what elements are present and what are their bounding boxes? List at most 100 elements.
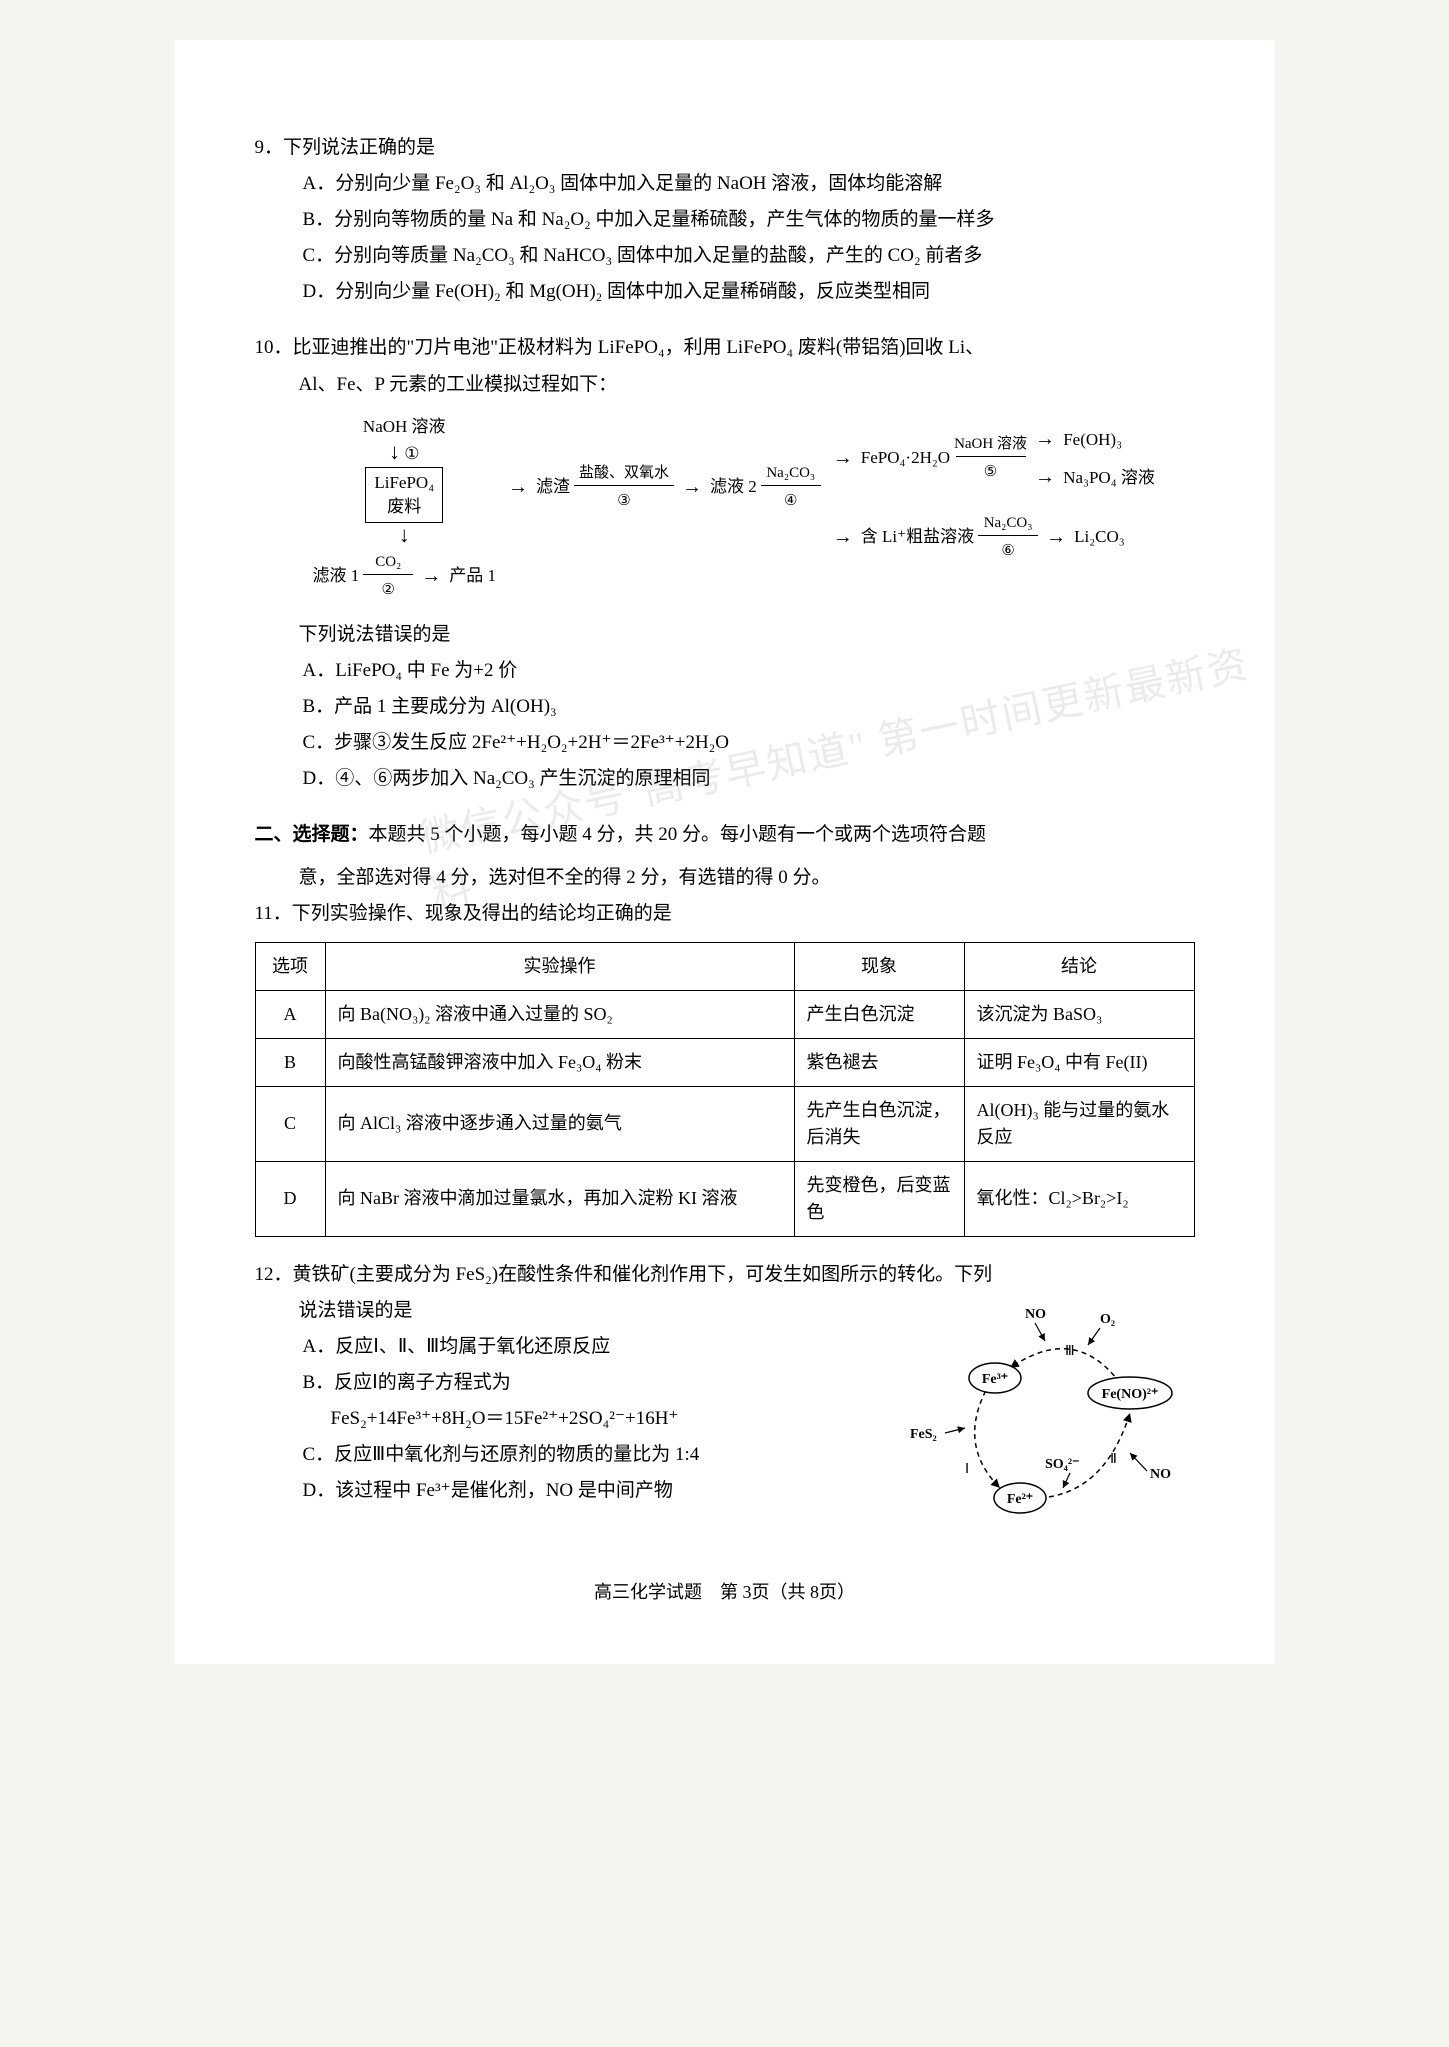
fc-waste-l1: LiFePO₄ <box>374 473 434 492</box>
fc-c5: ⑤ <box>984 464 997 480</box>
fc-c3: ③ <box>617 493 630 509</box>
cell: 向 NaBr 溶液中滴加过量氯水，再加入淀粉 KI 溶液 <box>325 1161 794 1236</box>
fc-step3-top: 盐酸、双氧水 <box>579 461 669 485</box>
q11-num: 11． <box>255 903 292 924</box>
q10-stem-2: Al、Fe、P 元素的工业模拟过程如下： <box>299 374 618 395</box>
right-arrow-icon: → <box>504 471 532 503</box>
fc-fepo4: FePO₄·2H₂O <box>861 444 950 471</box>
cell: D <box>255 1161 325 1236</box>
question-10: 10．比亚迪推出的"刀片电池"正极材料为 LiFePO₄，利用 LiFePO₄ … <box>255 330 1195 797</box>
down-arrow-icon: ↓ <box>389 439 400 464</box>
fc-waste-l2: 废料 <box>387 497 421 516</box>
q10-opt-b: B．产品 1 主要成分为 Al(OH)₃ <box>303 689 1195 725</box>
fc-liq2: 滤液 2 <box>710 473 757 500</box>
svg-text:Ⅱ: Ⅱ <box>1110 1452 1117 1467</box>
cell: A <box>255 990 325 1038</box>
q9-opt-b: B．分别向等物质的量 Na 和 Na₂O₂ 中加入足量稀硫酸，产生气体的物质的量… <box>303 202 1195 238</box>
right-arrow-icon: → <box>1031 428 1059 450</box>
fc-na2co3: Na₂CO₃ <box>766 461 815 485</box>
q9-opt-d: D．分别向少量 Fe(OH)₂ 和 Mg(OH)₂ 固体中加入足量稀硝酸，反应类… <box>303 274 1195 310</box>
q9-stem: 下列说法正确的是 <box>283 137 435 158</box>
right-arrow-icon: → <box>829 442 857 474</box>
svg-text:Ⅰ: Ⅰ <box>965 1462 969 1477</box>
svg-text:Fe²⁺: Fe²⁺ <box>1006 1492 1032 1507</box>
cell: C <box>255 1086 325 1161</box>
fc-c1: ① <box>404 444 419 463</box>
q12-cycle-diagram: Fe³⁺ Fe(NO)²⁺ Fe²⁺ NO O₂ Ⅲ FeS₂ Ⅰ SO₄²⁻ <box>895 1293 1195 1538</box>
q12-opt-a: A．反应Ⅰ、Ⅱ、Ⅲ均属于氧化还原反应 <box>303 1329 875 1365</box>
sec2-t1: 本题共 5 个小题，每小题 4 分，共 20 分。每小题有一个或两个选项符合题 <box>369 824 987 845</box>
q10-flowchart: NaOH 溶液 ↓ ① LiFePO₄ 废料 ↓ 滤液 1 CO₂ ② → <box>313 413 1195 602</box>
q10-post: 下列说法错误的是 <box>299 624 451 645</box>
q9-opt-c: C．分别向等质量 Na₂CO₃ 和 NaHCO₃ 固体中加入足量的盐酸，产生的 … <box>303 238 1195 274</box>
table-row: C 向 AlCl₃ 溶液中逐步通入过量的氨气 先产生白色沉淀，后消失 Al(OH… <box>255 1086 1194 1161</box>
table-row: B 向酸性高锰酸钾溶液中加入 Fe₃O₄ 粉末 紫色褪去 证明 Fe₃O₄ 中有… <box>255 1038 1194 1086</box>
cell: 该沉淀为 BaSO₃ <box>964 990 1194 1038</box>
fc-li2co3: Li₂CO₃ <box>1074 523 1125 550</box>
fc-prod1: 产品 1 <box>449 562 496 589</box>
q11-table: 选项 实验操作 现象 结论 A 向 Ba(NO₃)₂ 溶液中通入过量的 SO₂ … <box>255 942 1195 1237</box>
fc-c4: ④ <box>784 493 797 509</box>
cell: 证明 Fe₃O₄ 中有 Fe(II) <box>964 1038 1194 1086</box>
fc-na3po4: Na₃PO₄ 溶液 <box>1063 468 1155 487</box>
svg-text:SO₄²⁻: SO₄²⁻ <box>1045 1457 1079 1472</box>
svg-text:Fe(NO)²⁺: Fe(NO)²⁺ <box>1101 1387 1158 1402</box>
th-op: 实验操作 <box>325 942 794 990</box>
cell: 先产生白色沉淀，后消失 <box>794 1086 964 1161</box>
right-arrow-icon: → <box>678 471 706 503</box>
fc-c2: ② <box>382 582 395 598</box>
fc-waste-box: LiFePO₄ 废料 <box>365 467 443 523</box>
q12-stem-1: 黄铁矿(主要成分为 FeS₂)在酸性条件和催化剂作用下，可发生如图所示的转化。下… <box>293 1264 993 1285</box>
svg-text:FeS₂: FeS₂ <box>910 1427 937 1442</box>
right-arrow-icon: → <box>1031 466 1059 488</box>
svg-text:O₂: O₂ <box>1100 1312 1115 1327</box>
table-row: D 向 NaBr 溶液中滴加过量氯水，再加入淀粉 KI 溶液 先变橙色，后变蓝色… <box>255 1161 1194 1236</box>
cell: 氧化性：Cl₂>Br₂>I₂ <box>964 1161 1194 1236</box>
fc-co2: CO₂ <box>375 550 401 574</box>
cell: B <box>255 1038 325 1086</box>
right-arrow-icon: → <box>417 560 445 592</box>
table-header-row: 选项 实验操作 现象 结论 <box>255 942 1194 990</box>
q12-opt-c: C．反应Ⅲ中氧化剂与还原剂的物质的量比为 1:4 <box>303 1437 875 1473</box>
exam-page: 微信公众号"高考早知道" 第一时间更新最新资料 9．下列说法正确的是 A．分别向… <box>175 40 1275 1664</box>
cell: 产生白色沉淀 <box>794 990 964 1038</box>
th-opt: 选项 <box>255 942 325 990</box>
cell: 向酸性高锰酸钾溶液中加入 Fe₃O₄ 粉末 <box>325 1038 794 1086</box>
q12-num: 12． <box>255 1264 293 1285</box>
q12-stem-2: 说法错误的是 <box>299 1300 413 1321</box>
q12-opt-b: B．反应Ⅰ的离子方程式为 <box>303 1365 875 1401</box>
cell: Al(OH)₃ 能与过量的氨水反应 <box>964 1086 1194 1161</box>
question-9: 9．下列说法正确的是 A．分别向少量 Fe₂O₃ 和 Al₂O₃ 固体中加入足量… <box>255 130 1195 310</box>
question-11: 11．下列实验操作、现象及得出的结论均正确的是 选项 实验操作 现象 结论 A … <box>255 896 1195 1237</box>
fc-naoh2: NaOH 溶液 <box>954 432 1027 456</box>
fc-liq1: 滤液 1 <box>313 562 360 589</box>
right-arrow-icon: → <box>829 521 857 553</box>
fc-naoh: NaOH 溶液 <box>363 413 446 440</box>
q12-opt-b-eq: FeS₂+14Fe³⁺+8H₂O＝15Fe²⁺+2SO₄²⁻+16H⁺ <box>331 1401 875 1437</box>
table-row: A 向 Ba(NO₃)₂ 溶液中通入过量的 SO₂ 产生白色沉淀 该沉淀为 Ba… <box>255 990 1194 1038</box>
th-ph: 现象 <box>794 942 964 990</box>
q10-stem-1: 比亚迪推出的"刀片电池"正极材料为 LiFePO₄，利用 LiFePO₄ 废料(… <box>293 337 985 358</box>
sec2-t2: 意，全部选对得 4 分，选对但不全的得 2 分，有选错的得 0 分。 <box>299 867 831 888</box>
cell: 先变橙色，后变蓝色 <box>794 1161 964 1236</box>
q10-num: 10． <box>255 337 293 358</box>
q9-num: 9． <box>255 137 284 158</box>
sec2-lead: 二、选择题： <box>255 824 369 845</box>
fc-feoh3: Fe(OH)₃ <box>1063 430 1122 449</box>
fc-li-rough: 含 Li⁺粗盐溶液 <box>861 523 974 550</box>
svg-text:NO: NO <box>1025 1307 1046 1322</box>
svg-text:Ⅲ: Ⅲ <box>1065 1344 1075 1359</box>
q10-opt-c: C．步骤③发生反应 2Fe²⁺+H₂O₂+2H⁺＝2Fe³⁺+2H₂O <box>303 725 1195 761</box>
cell: 向 Ba(NO₃)₂ 溶液中通入过量的 SO₂ <box>325 990 794 1038</box>
question-12: 12．黄铁矿(主要成分为 FeS₂)在酸性条件和催化剂作用下，可发生如图所示的转… <box>255 1257 1195 1538</box>
q9-opt-a: A．分别向少量 Fe₂O₃ 和 Al₂O₃ 固体中加入足量的 NaOH 溶液，固… <box>303 166 1195 202</box>
fc-na2co3-b: Na₂CO₃ <box>984 511 1033 535</box>
page-footer: 高三化学试题 第 3页（共 8页） <box>255 1578 1195 1604</box>
q10-opt-a: A．LiFePO₄ 中 Fe 为+2 价 <box>303 653 1195 689</box>
cell: 向 AlCl₃ 溶液中逐步通入过量的氨气 <box>325 1086 794 1161</box>
q11-stem: 下列实验操作、现象及得出的结论均正确的是 <box>292 903 672 924</box>
q10-opt-d: D．④、⑥两步加入 Na₂CO₃ 产生沉淀的原理相同 <box>303 761 1195 797</box>
right-arrow-icon: → <box>1042 521 1070 553</box>
down-arrow-icon: ↓ <box>399 522 410 547</box>
fc-residue: 滤渣 <box>536 473 570 500</box>
